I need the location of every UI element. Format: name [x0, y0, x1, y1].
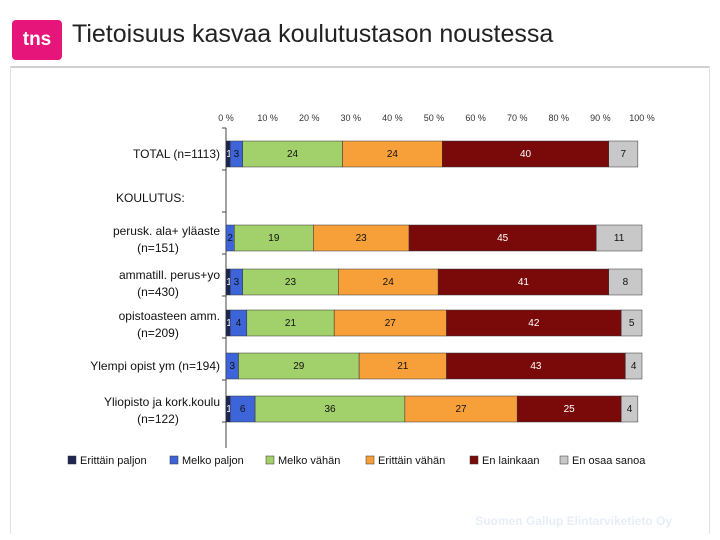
data-label: 4: [627, 404, 633, 415]
legend-label: Erittäin paljon: [80, 455, 147, 467]
legend-label: En lainkaan: [482, 455, 540, 467]
x-tick-label: 70 %: [507, 113, 528, 123]
data-label: 3: [234, 277, 240, 288]
section-label: KOULUTUS:: [116, 191, 185, 205]
category-label: perusk. ala+ yläaste: [113, 224, 220, 238]
data-label: 24: [383, 277, 395, 288]
category-label: Ylempi opist ym (n=194): [90, 359, 220, 373]
x-tick-label: 50 %: [424, 113, 445, 123]
x-tick-label: 90 %: [590, 113, 611, 123]
legend-swatch: [265, 455, 275, 465]
bar-segment: [229, 395, 256, 423]
bar-segment: [358, 352, 447, 380]
data-label: 24: [287, 149, 299, 160]
data-label: 23: [356, 233, 368, 244]
bar-segment: [620, 395, 639, 423]
data-label: 1: [226, 277, 232, 288]
data-label: 21: [285, 318, 297, 329]
title-divider: [10, 66, 710, 68]
category-label: Yliopisto ja kork.koulu: [104, 395, 220, 409]
bar-segment: [246, 309, 335, 337]
data-label: 27: [455, 404, 467, 415]
data-label: 27: [385, 318, 397, 329]
data-label: 1: [226, 404, 232, 415]
bar-segment: [446, 352, 626, 380]
category-label-n: (n=122): [137, 412, 179, 426]
category-label-n: (n=151): [137, 241, 179, 255]
category-label-n: (n=430): [137, 285, 179, 299]
data-label: 2: [227, 233, 233, 244]
data-label: 40: [520, 149, 532, 160]
bar-segment: [595, 224, 643, 252]
legend-label: Erittäin vähän: [378, 455, 445, 467]
data-label: 3: [234, 149, 240, 160]
data-label: 1: [226, 318, 232, 329]
data-label: 1: [226, 149, 232, 160]
data-label: 7: [620, 149, 626, 160]
bar-segment: [625, 352, 643, 380]
x-tick-label: 100 %: [629, 113, 655, 123]
bar-segment: [313, 224, 410, 252]
data-label: 5: [629, 318, 635, 329]
legend-swatch: [169, 455, 179, 465]
category-label: ammatill. perus+yo: [119, 268, 220, 282]
bar-segment: [516, 395, 622, 423]
slide-frame: [10, 66, 710, 534]
legend-swatch: [67, 455, 77, 465]
legend-swatch: [469, 455, 479, 465]
x-tick-label: 40 %: [382, 113, 403, 123]
data-label: 6: [240, 404, 246, 415]
bar-segment: [442, 140, 609, 168]
footer-credit: Suomen Gallup Elintarviketieto Oy: [475, 514, 672, 528]
bar-segment: [620, 309, 643, 337]
data-label: 43: [530, 361, 542, 372]
x-tick-label: 60 %: [465, 113, 486, 123]
bar-segment: [242, 140, 343, 168]
data-label: 21: [397, 361, 409, 372]
x-tick-label: 80 %: [549, 113, 570, 123]
bar-segment: [242, 268, 339, 296]
data-label: 29: [293, 361, 305, 372]
page-title: Tietoisuus kasvaa koulutustason noustess…: [72, 20, 554, 48]
bar-segment: [338, 268, 439, 296]
data-label: 8: [623, 277, 629, 288]
data-label: 4: [631, 361, 637, 372]
x-tick-label: 20 %: [299, 113, 320, 123]
legend-swatch: [559, 455, 569, 465]
x-tick-label: 10 %: [257, 113, 278, 123]
data-label: 4: [236, 318, 242, 329]
legend-label: Melko paljon: [182, 455, 244, 467]
legend-label: Melko vähän: [278, 455, 340, 467]
data-label: 25: [564, 404, 576, 415]
data-label: 41: [518, 277, 530, 288]
bar-segment: [608, 140, 639, 168]
bar-segment: [254, 395, 406, 423]
bar-segment: [333, 309, 447, 337]
data-label: 42: [528, 318, 540, 329]
data-label: 19: [268, 233, 280, 244]
x-tick-label: 30 %: [341, 113, 362, 123]
bar-segment: [608, 268, 643, 296]
data-label: 11: [614, 233, 625, 244]
legend-label: En osaa sanoa: [572, 455, 646, 467]
x-tick-label: 0 %: [218, 113, 234, 123]
bar-segment: [437, 268, 609, 296]
legend-swatch: [365, 455, 375, 465]
bar-segment: [404, 395, 518, 423]
bar-segment: [234, 224, 314, 252]
bar-segment: [408, 224, 597, 252]
data-label: 24: [387, 149, 399, 160]
data-label: 3: [229, 361, 235, 372]
category-label: TOTAL (n=1113): [133, 147, 220, 161]
tns-logo: tns: [12, 20, 62, 60]
bar-segment: [446, 309, 622, 337]
data-label: 45: [497, 233, 509, 244]
data-label: 23: [285, 277, 297, 288]
category-label: opistoasteen amm.: [119, 309, 220, 323]
data-label: 36: [324, 404, 336, 415]
category-label-n: (n=209): [137, 326, 179, 340]
